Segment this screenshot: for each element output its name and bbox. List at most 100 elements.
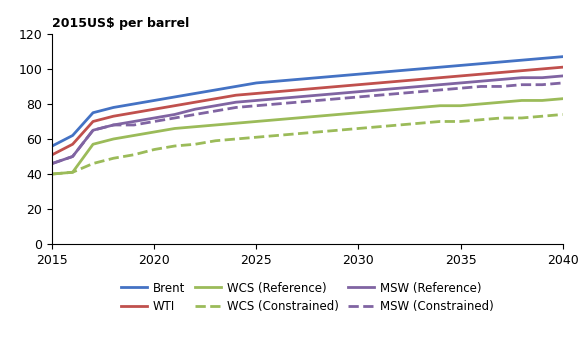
MSW (Constrained) (335, 97, 342, 101)
MSW (Reference) (437, 83, 444, 87)
MSW (Constrained) (130, 123, 137, 127)
MSW (Constrained) (355, 95, 362, 99)
MSW (Constrained) (233, 105, 240, 109)
WCS (Reference) (559, 97, 566, 101)
MSW (Reference) (151, 116, 158, 120)
WCS (Reference) (151, 130, 158, 134)
WCS (Constrained) (130, 153, 137, 157)
Brent (519, 58, 525, 62)
Line: Brent: Brent (52, 57, 563, 146)
WTI (375, 81, 382, 85)
WTI (457, 74, 464, 78)
MSW (Reference) (130, 119, 137, 123)
MSW (Reference) (539, 76, 546, 80)
MSW (Constrained) (396, 92, 403, 96)
MSW (Constrained) (273, 102, 280, 106)
Brent (110, 105, 117, 109)
WCS (Reference) (253, 119, 260, 123)
WTI (519, 68, 525, 73)
MSW (Constrained) (498, 84, 505, 88)
WTI (498, 71, 505, 75)
MSW (Reference) (498, 77, 505, 81)
Brent (89, 111, 96, 115)
MSW (Constrained) (519, 83, 525, 87)
Brent (233, 84, 240, 88)
WTI (151, 107, 158, 111)
WCS (Reference) (477, 102, 484, 106)
Brent (293, 77, 300, 81)
MSW (Reference) (171, 113, 178, 117)
Line: WCS (Constrained): WCS (Constrained) (52, 115, 563, 174)
WTI (171, 104, 178, 108)
WCS (Constrained) (293, 132, 300, 136)
WTI (212, 97, 219, 101)
MSW (Reference) (457, 81, 464, 85)
WCS (Constrained) (355, 126, 362, 131)
WCS (Reference) (89, 142, 96, 146)
WTI (89, 119, 96, 123)
WCS (Reference) (396, 107, 403, 111)
MSW (Reference) (212, 104, 219, 108)
MSW (Reference) (375, 88, 382, 92)
Legend: Brent, WTI, WCS (Reference), WCS (Constrained), MSW (Reference), MSW (Constraine: Brent, WTI, WCS (Reference), WCS (Constr… (121, 281, 494, 314)
WCS (Reference) (437, 104, 444, 108)
WCS (Constrained) (498, 116, 505, 120)
WCS (Reference) (355, 111, 362, 115)
WCS (Reference) (191, 125, 198, 129)
WTI (293, 88, 300, 92)
Brent (273, 79, 280, 83)
WTI (49, 153, 56, 157)
WCS (Reference) (233, 121, 240, 125)
WCS (Constrained) (477, 118, 484, 122)
WCS (Reference) (457, 104, 464, 108)
WCS (Constrained) (335, 128, 342, 132)
MSW (Reference) (519, 76, 525, 80)
MSW (Reference) (314, 93, 321, 97)
MSW (Constrained) (437, 88, 444, 92)
WCS (Constrained) (314, 130, 321, 134)
WTI (130, 111, 137, 115)
WCS (Constrained) (416, 121, 423, 125)
WTI (396, 79, 403, 83)
WTI (191, 100, 198, 104)
WCS (Constrained) (253, 135, 260, 139)
WCS (Constrained) (191, 142, 198, 146)
WCS (Reference) (212, 123, 219, 127)
MSW (Reference) (233, 100, 240, 104)
WCS (Constrained) (519, 116, 525, 120)
MSW (Reference) (559, 74, 566, 78)
WCS (Constrained) (49, 172, 56, 176)
WCS (Reference) (171, 126, 178, 131)
WTI (253, 92, 260, 96)
WCS (Reference) (130, 134, 137, 138)
WCS (Reference) (335, 113, 342, 117)
MSW (Constrained) (212, 109, 219, 113)
Brent (314, 76, 321, 80)
MSW (Constrained) (110, 123, 117, 127)
Brent (437, 65, 444, 69)
WCS (Constrained) (457, 119, 464, 123)
Brent (477, 62, 484, 66)
Line: MSW (Constrained): MSW (Constrained) (52, 83, 563, 163)
MSW (Constrained) (314, 98, 321, 102)
WCS (Reference) (293, 116, 300, 120)
WCS (Reference) (416, 105, 423, 109)
WTI (314, 86, 321, 90)
Brent (375, 71, 382, 75)
MSW (Reference) (273, 97, 280, 101)
WCS (Reference) (69, 170, 76, 174)
Brent (151, 98, 158, 102)
MSW (Constrained) (171, 116, 178, 120)
WCS (Reference) (519, 98, 525, 102)
WCS (Constrained) (396, 123, 403, 127)
WCS (Constrained) (273, 134, 280, 138)
WTI (335, 84, 342, 88)
MSW (Reference) (335, 92, 342, 96)
Brent (171, 95, 178, 99)
WCS (Reference) (273, 118, 280, 122)
MSW (Constrained) (49, 161, 56, 165)
MSW (Constrained) (69, 155, 76, 159)
WTI (437, 76, 444, 80)
Brent (559, 55, 566, 59)
WCS (Constrained) (437, 119, 444, 123)
